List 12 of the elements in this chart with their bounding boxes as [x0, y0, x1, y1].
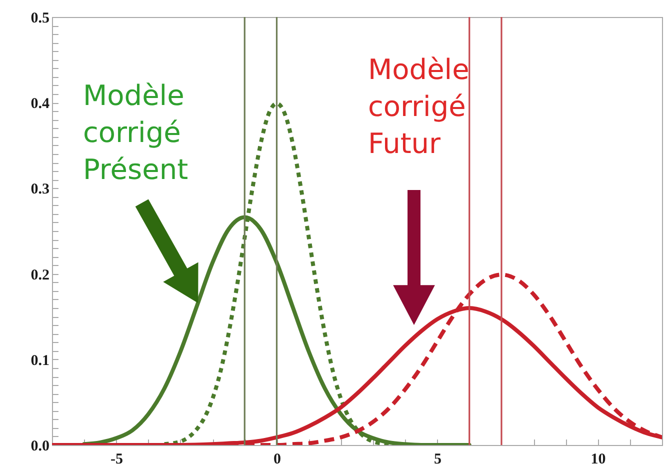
- x-tick-label: 0: [273, 452, 281, 468]
- annotation: Modèle corrigé Futur: [368, 53, 470, 160]
- y-tick-label: 0.3: [30, 182, 50, 198]
- y-tick-label: 0.1: [30, 352, 50, 369]
- x-tick-label: 10: [590, 452, 606, 468]
- x-tick-label: -5: [110, 452, 123, 468]
- y-tick-label: 0.5: [30, 10, 50, 26]
- y-tick-label: 0.4: [30, 96, 50, 112]
- x-tick-label: 5: [434, 452, 442, 468]
- annotation: Modèle corrigé Présent: [83, 79, 188, 186]
- y-tick-label: 0.2: [30, 267, 50, 284]
- y-tick-label: 0.0: [30, 438, 50, 454]
